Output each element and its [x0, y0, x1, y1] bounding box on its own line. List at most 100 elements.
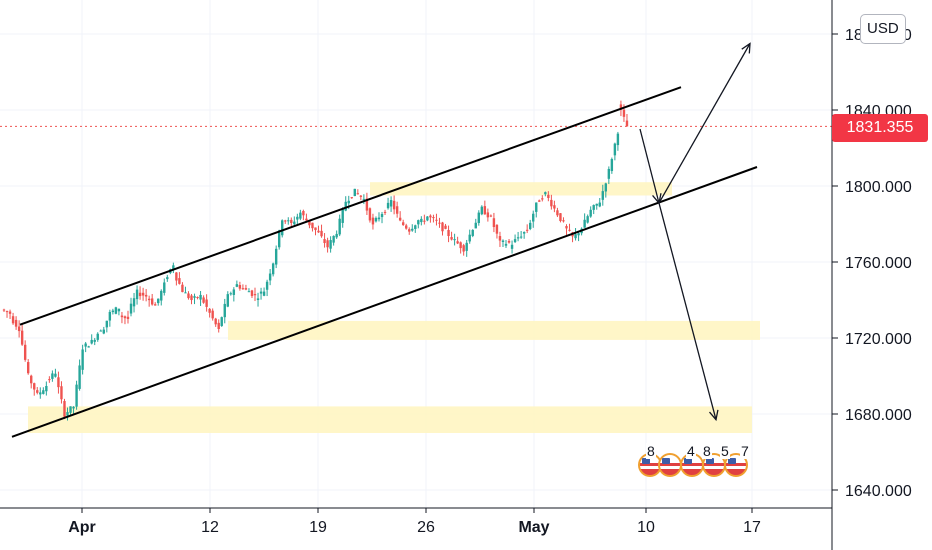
- x-tick-label: 10: [637, 519, 655, 536]
- candle-body: [250, 290, 254, 296]
- candle-body: [274, 248, 278, 265]
- candle-body: [574, 234, 577, 239]
- candle-body: [311, 222, 314, 229]
- candle-body: [395, 206, 399, 214]
- candle-body: [368, 208, 372, 221]
- candle-body: [126, 316, 130, 320]
- us-flag-icon[interactable]: [658, 453, 682, 477]
- candle-body: [138, 292, 142, 297]
- candle-body: [392, 200, 396, 210]
- candle-body: [293, 221, 296, 225]
- candle-body: [317, 230, 320, 233]
- candle-body: [459, 242, 462, 249]
- candle-body: [607, 168, 611, 179]
- candle-body: [453, 239, 456, 241]
- candle-body: [75, 384, 78, 407]
- candle-body: [42, 390, 45, 394]
- candle-body: [441, 222, 444, 232]
- candle-body: [604, 183, 608, 192]
- candle-body: [625, 120, 629, 127]
- candle-body: [610, 159, 614, 172]
- candle-body: [144, 294, 148, 297]
- candle-body: [223, 303, 226, 318]
- candle-body: [193, 296, 196, 298]
- candle-body: [199, 294, 202, 300]
- currency-selector-button[interactable]: USD: [860, 14, 906, 44]
- candle-body: [568, 229, 571, 231]
- candle-body: [26, 362, 30, 374]
- candle-body: [498, 236, 502, 241]
- candle-body: [435, 219, 438, 221]
- projection-arrow-head: [709, 409, 719, 422]
- candle-body: [314, 227, 317, 231]
- candle-body: [147, 298, 151, 301]
- candle-body: [380, 214, 384, 218]
- candle-body: [51, 373, 54, 379]
- candle-body: [93, 339, 96, 342]
- candle-body: [492, 218, 496, 228]
- candle-body: [613, 143, 617, 156]
- candlestick-series: [2, 100, 629, 421]
- candle-body: [598, 202, 601, 207]
- candle-body: [48, 379, 51, 381]
- event-count-label: 8: [646, 443, 656, 459]
- candle-body: [163, 282, 166, 293]
- candle-body: [592, 205, 595, 210]
- candle-body: [87, 346, 90, 348]
- candle-body: [462, 245, 465, 252]
- candle-body: [166, 277, 169, 280]
- candle-body: [265, 281, 269, 290]
- candle-body: [510, 244, 514, 249]
- candle-body: [444, 225, 447, 229]
- candle-body: [565, 226, 568, 229]
- candle-body: [480, 206, 484, 215]
- candle-body: [247, 291, 251, 293]
- candle-body: [326, 240, 329, 248]
- candle-body: [81, 349, 84, 370]
- candle-body: [359, 195, 363, 197]
- candle-body: [99, 330, 102, 332]
- candle-body: [141, 292, 145, 296]
- event-count-label: 8: [702, 443, 712, 459]
- candle-body: [329, 240, 332, 249]
- candle-body: [299, 212, 302, 219]
- candle-body: [456, 241, 459, 244]
- x-tick-label: 19: [309, 519, 327, 536]
- candle-body: [172, 265, 175, 270]
- candle-body: [135, 289, 139, 300]
- candle-body: [335, 233, 338, 238]
- candle-body: [550, 199, 553, 207]
- candle-body: [616, 133, 620, 146]
- y-tick-label: 1720.000: [845, 331, 912, 348]
- candle-body: [30, 375, 33, 384]
- candle-body: [226, 294, 229, 307]
- candle-body: [377, 217, 381, 220]
- candle-body: [154, 304, 157, 306]
- candle-body: [20, 330, 24, 345]
- candle-body: [305, 218, 308, 221]
- candle-body: [438, 222, 441, 224]
- candle-body: [120, 315, 124, 318]
- candle-body: [108, 311, 112, 321]
- candle-body: [577, 233, 580, 236]
- candle-body: [54, 373, 57, 377]
- candle-body: [529, 222, 532, 230]
- candle-body: [532, 213, 535, 222]
- x-tick-label: 17: [743, 519, 761, 536]
- candle-body: [547, 194, 550, 198]
- trend-lines: [0, 42, 832, 438]
- candle-body: [277, 230, 281, 248]
- candle-body: [132, 298, 136, 307]
- candle-body: [544, 192, 547, 195]
- candle-body: [432, 217, 435, 219]
- candle-body: [332, 235, 335, 243]
- candle-body: [184, 292, 187, 294]
- candle-body: [5, 311, 9, 313]
- candle-body: [33, 383, 36, 390]
- candle-body: [562, 220, 565, 222]
- candle-body: [350, 197, 353, 199]
- candle-body: [202, 297, 205, 303]
- price-zone: [370, 182, 672, 196]
